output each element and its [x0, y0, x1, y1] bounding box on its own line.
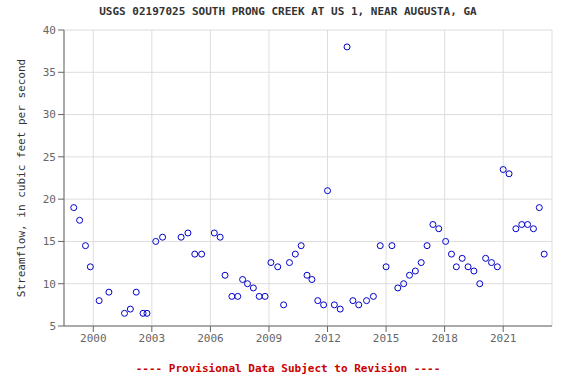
svg-text:2012: 2012: [314, 332, 341, 345]
svg-text:20: 20: [43, 193, 56, 206]
svg-text:25: 25: [43, 151, 56, 164]
html-text:---- Provisional Data Subject: ---- Provisional Data Subject to Revisio…: [135, 362, 441, 375]
svg-text:30: 30: [43, 108, 56, 121]
svg-text:2018: 2018: [431, 332, 458, 345]
svg-text:10: 10: [43, 278, 56, 291]
svg-text:2000: 2000: [80, 332, 107, 345]
svg-text:15: 15: [43, 235, 56, 248]
svg-text:2003: 2003: [139, 332, 166, 345]
svg-text:5: 5: [49, 320, 56, 333]
svg-text:2021: 2021: [490, 332, 517, 345]
svg-text:Streamflow, in cubic feet per: Streamflow, in cubic feet per second: [15, 59, 28, 297]
html-text:USGS 02197025 SOUTH PRONG CREE: USGS 02197025 SOUTH PRONG CREEK AT US 1,…: [99, 5, 477, 18]
svg-text:2009: 2009: [256, 332, 283, 345]
svg-text:35: 35: [43, 66, 56, 79]
svg-text:2015: 2015: [373, 332, 400, 345]
svg-text:40: 40: [43, 24, 56, 37]
svg-text:2006: 2006: [197, 332, 224, 345]
